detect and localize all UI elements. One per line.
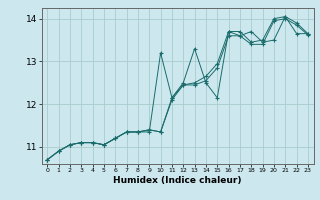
- X-axis label: Humidex (Indice chaleur): Humidex (Indice chaleur): [113, 176, 242, 185]
